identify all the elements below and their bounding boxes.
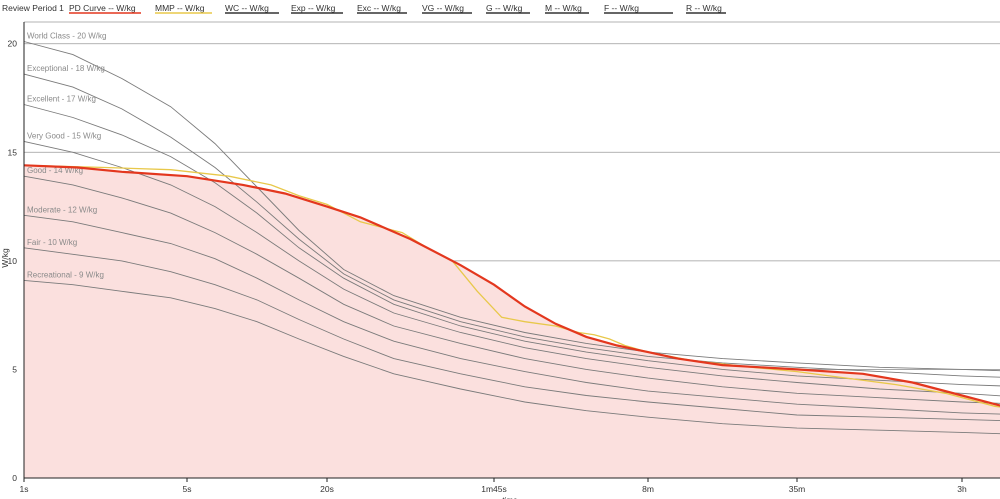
- reference-label: Moderate - 12 W/kg: [27, 205, 97, 214]
- reference-line-m: [23, 214, 1000, 415]
- pd-curve-area: [24, 165, 1000, 478]
- y-tick-label: 0: [12, 473, 17, 483]
- legend-item[interactable]: WC -- W/kg: [225, 3, 279, 14]
- reference-label: World Class - 20 W/kg: [27, 32, 106, 41]
- legend-label: WC -- W/kg: [225, 3, 269, 13]
- mmp-line: [23, 164, 1000, 408]
- legend-item[interactable]: F -- W/kg: [604, 3, 673, 14]
- y-tick-label: 10: [8, 256, 18, 266]
- legend-item[interactable]: R -- W/kg: [686, 3, 726, 14]
- reference-curves: [23, 41, 1000, 435]
- x-tick-label: 20s: [320, 484, 334, 494]
- legend-label: MMP -- W/kg: [155, 3, 205, 13]
- legend-label: Exc -- W/kg: [357, 3, 401, 13]
- legend-item[interactable]: Exp -- W/kg: [291, 3, 343, 14]
- legend-label: R -- W/kg: [686, 3, 722, 13]
- legend[interactable]: PD Curve -- W/kg MMP -- W/kg WC -- W/kg Exp…: [69, 3, 726, 14]
- reference-line-g: [23, 175, 1000, 404]
- legend-item[interactable]: G -- W/kg: [486, 3, 530, 14]
- legend-item[interactable]: PD Curve -- W/kg: [69, 3, 141, 14]
- reference-label: Recreational - 9 W/kg: [27, 270, 104, 279]
- x-tick-label: 35m: [789, 484, 806, 494]
- legend-item[interactable]: VG -- W/kg: [422, 3, 472, 14]
- y-axis-label: W/kg: [0, 248, 10, 268]
- legend-item[interactable]: MMP -- W/kg: [155, 3, 212, 14]
- legend-label: M -- W/kg: [545, 3, 582, 13]
- legend-label: F -- W/kg: [604, 3, 639, 13]
- y-tick-label: 15: [8, 147, 18, 157]
- reference-line-r: [23, 279, 1000, 435]
- reference-line-vg: [23, 140, 1000, 397]
- series-lines: [23, 164, 1000, 408]
- pd-curve-line: [23, 164, 1000, 407]
- x-tick-label: 1m45s: [481, 484, 507, 494]
- legend-item[interactable]: Exc -- W/kg: [357, 3, 407, 14]
- x-tick-label: 8m: [642, 484, 654, 494]
- y-tick-label: 20: [8, 39, 18, 49]
- reference-label: Very Good - 15 W/kg: [27, 131, 101, 140]
- reference-label: Exceptional - 18 W/kg: [27, 64, 105, 73]
- reference-label: Fair - 10 W/kg: [27, 238, 77, 247]
- reference-label: Good - 14 W/kg: [27, 166, 83, 175]
- x-tick-label: 3h: [957, 484, 967, 494]
- legend-label: G -- W/kg: [486, 3, 523, 13]
- legend-item[interactable]: M -- W/kg: [545, 3, 589, 14]
- legend-label: Exp -- W/kg: [291, 3, 336, 13]
- reference-label: Excellent - 17 W/kg: [27, 95, 96, 104]
- y-tick-label: 5: [12, 364, 17, 374]
- x-tick-label: 5s: [183, 484, 192, 494]
- reference-line-f: [23, 247, 1000, 422]
- legend-label: VG -- W/kg: [422, 3, 464, 13]
- pd-curve-area-fill: [24, 165, 1000, 478]
- reference-line-wc: [23, 41, 1000, 372]
- axes: 1s 5s 20s 1m45s 8m 35m 3h time W/kg: [0, 22, 1000, 499]
- legend-label: PD Curve -- W/kg: [69, 3, 136, 13]
- reference-line-exc: [23, 104, 1000, 387]
- reference-line-exp: [23, 73, 1000, 378]
- chart-title: Review Period 1: [2, 3, 64, 13]
- x-tick-label: 1s: [20, 484, 29, 494]
- x-axis-label: time: [502, 496, 518, 499]
- reference-labels: World Class - 20 W/kg Exceptional - 18 W/…: [27, 32, 106, 280]
